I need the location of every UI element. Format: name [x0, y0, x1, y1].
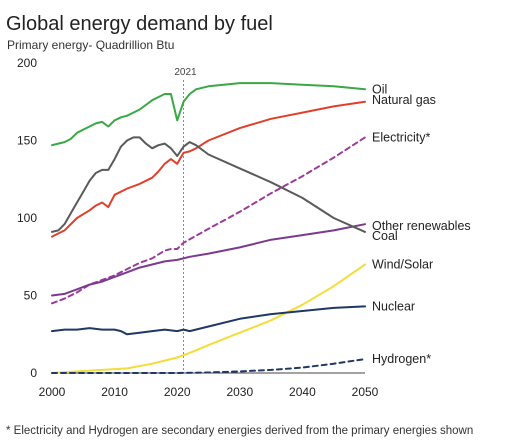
year-2021-marker-label: 2021	[174, 67, 197, 78]
series-line-wind-solar	[51, 263, 366, 374]
series-label-other-renewables: Other renewables	[372, 219, 471, 233]
series-line-natural-gas	[51, 100, 366, 238]
x-tick-label: 2050	[352, 385, 379, 399]
y-tick-label: 0	[30, 366, 37, 380]
y-axis: 0 50 100 150 200	[17, 56, 37, 380]
series-line-hydrogen	[51, 358, 366, 374]
series-label-hydrogen: Hydrogen*	[372, 352, 431, 366]
series-label-oil: Oil	[372, 82, 387, 96]
chart-subtitle: Primary energy- Quadrillion Btu	[7, 38, 174, 52]
y-tick-label: 200	[17, 56, 37, 70]
x-tick-label: 2040	[289, 385, 316, 399]
x-tick-label: 2010	[101, 385, 128, 399]
x-tick-label: 2030	[226, 385, 253, 399]
series-lines	[51, 82, 366, 374]
series-label-nuclear: Nuclear	[372, 299, 415, 313]
series-label-coal: Coal	[372, 229, 398, 243]
series-label-natural-gas: Natural gas	[372, 93, 436, 107]
chart-title: Global energy demand by fuel	[6, 13, 273, 35]
y-tick-label: 150	[17, 134, 37, 148]
series-line-coal	[51, 136, 366, 233]
series-line-oil	[51, 82, 366, 147]
series-label-wind-solar: Wind/Solar	[372, 258, 433, 272]
y-tick-label: 50	[24, 289, 38, 303]
x-tick-label: 2000	[39, 385, 66, 399]
series-line-other-renewables	[51, 223, 366, 297]
series-line-electricity	[51, 136, 366, 305]
y-tick-label: 100	[17, 211, 37, 225]
series-label-electricity: Electricity*	[372, 130, 430, 144]
x-axis: 2000 2010 2020 2030 2040 2050	[39, 372, 379, 399]
x-tick-label: 2020	[164, 385, 191, 399]
chart-footnote: * Electricity and Hydrogen are secondary…	[6, 425, 473, 437]
series-line-nuclear	[51, 305, 366, 336]
